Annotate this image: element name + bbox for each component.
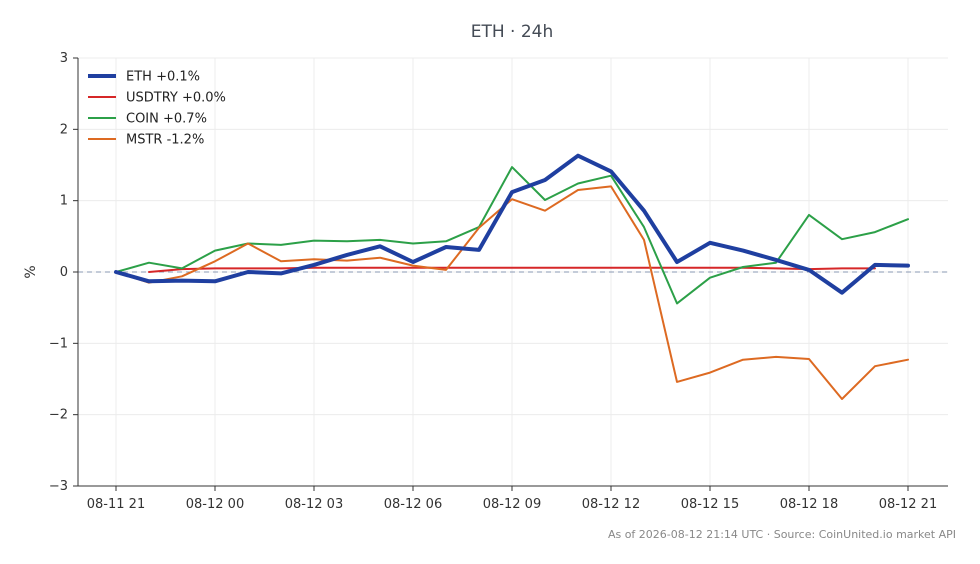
x-tick-label: 08-12 21	[879, 497, 937, 512]
chart-title: ETH · 24h	[471, 22, 554, 42]
y-tick-label: 3	[60, 51, 68, 66]
legend-label: COIN +0.7%	[126, 112, 207, 127]
x-tick-label: 08-12 06	[384, 497, 442, 512]
series-line-eth	[114, 153, 910, 295]
x-tick-label: 08-12 12	[582, 497, 640, 512]
y-axis-label: %	[23, 265, 39, 278]
series-line-mstr	[115, 185, 909, 400]
y-tick-label: −3	[49, 479, 68, 494]
series-layer	[114, 153, 910, 400]
x-tick-label: 08-12 09	[483, 497, 541, 512]
legend: ETH +0.1% USDTRY +0.0% COIN +0.7% MSTR -1.2…	[88, 70, 226, 148]
x-tick-label: 08-12 00	[186, 497, 244, 512]
y-tick-label: 2	[60, 122, 68, 137]
legend-label: USDTRY +0.0%	[126, 91, 226, 106]
y-tick-label: 1	[60, 194, 68, 209]
x-tick-label: 08-11 21	[87, 497, 145, 512]
legend-label: ETH +0.1%	[126, 70, 200, 85]
y-tick-label: 0	[60, 265, 68, 280]
y-tick-label: −1	[49, 336, 68, 351]
x-axis-ticks: 08-11 21 08-12 00 08-12 03 08-12 06 08-12 09…	[87, 486, 937, 512]
source-footer: As of 2026-08-12 21:14 UTC · Source: Coi…	[608, 528, 956, 541]
series-line-usdtry	[148, 266, 876, 273]
y-tick-label: −2	[49, 408, 68, 423]
x-tick-label: 08-12 18	[780, 497, 838, 512]
y-axis-ticks: −3 −2 −1 0 1 2 3	[49, 51, 78, 494]
x-tick-label: 08-12 15	[681, 497, 739, 512]
x-tick-label: 08-12 03	[285, 497, 343, 512]
legend-label: MSTR -1.2%	[126, 133, 204, 148]
